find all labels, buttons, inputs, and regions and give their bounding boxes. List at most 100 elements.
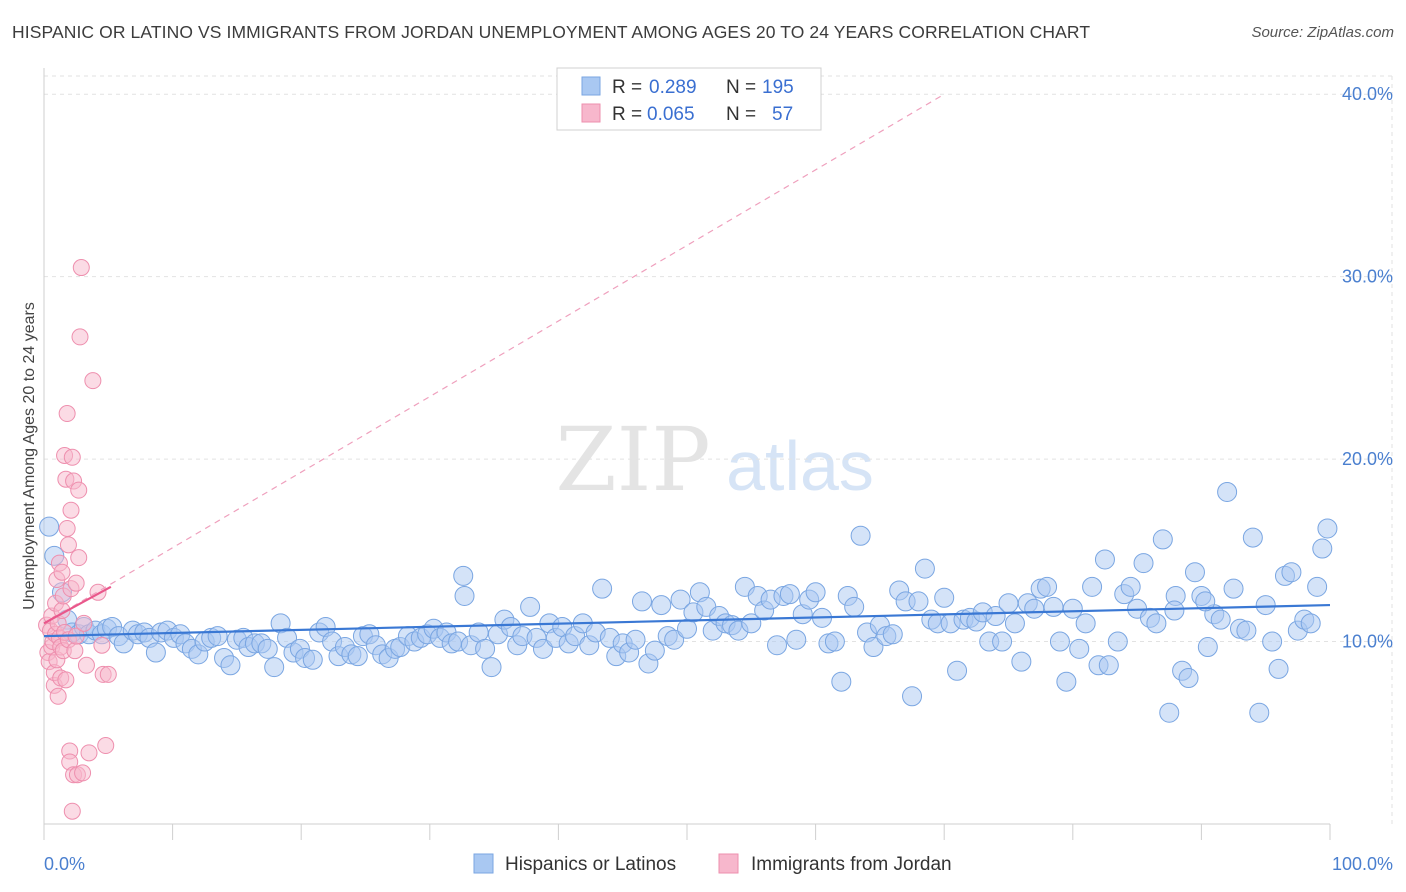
point-hispanic-142: [934, 587, 955, 608]
point-hispanic-28: [207, 626, 228, 647]
point-hispanic-119: [786, 629, 807, 650]
point-hispanic-161: [1056, 671, 1077, 692]
series-legend: Hispanics or Latinos Immigrants from Jor…: [473, 853, 952, 875]
point-jordan-33: [62, 501, 80, 519]
point-jordan-54: [97, 737, 115, 755]
point-hispanic-183: [1197, 637, 1218, 658]
point-hispanic-199: [1300, 613, 1321, 634]
legend-r-value-2: 0.065: [647, 104, 695, 125]
point-hispanic-80: [532, 638, 553, 659]
point-hispanic-204: [1164, 600, 1185, 621]
point-hispanic-134: [882, 624, 903, 645]
point-hispanic-158: [1037, 576, 1058, 597]
bottom-legend-label-jordan: Immigrants from Jordan: [751, 854, 952, 875]
trend-hispanic: [43, 603, 1331, 638]
data-points: [38, 259, 1338, 820]
point-hispanic-97: [644, 640, 665, 661]
point-hispanic-189: [1236, 620, 1257, 641]
x-tick-label-max: 100.0%: [1332, 854, 1393, 874]
legend-n-label-2: N =: [726, 104, 756, 125]
axes: [43, 68, 1331, 840]
x-tick-labels: 0.0% 100.0%: [44, 854, 1393, 874]
point-hispanic-192: [1255, 595, 1276, 616]
point-hispanic-152: [998, 593, 1019, 614]
point-hispanic-95: [631, 591, 652, 612]
point-hispanic-89: [592, 578, 613, 599]
y-tick-label-1: 20.0%: [1342, 449, 1393, 469]
point-hispanic-138: [908, 591, 929, 612]
point-jordan-48: [77, 656, 95, 674]
point-hispanic-98: [651, 595, 672, 616]
point-hispanic-37: [264, 657, 285, 678]
y-tick-label-3: 40.0%: [1342, 84, 1393, 104]
point-hispanic-129: [850, 525, 871, 546]
point-hispanic-153: [1004, 613, 1025, 634]
point-jordan-35: [63, 448, 81, 466]
point-hispanic-173: [1133, 553, 1154, 574]
point-hispanic-177: [1159, 702, 1180, 723]
point-hispanic-126: [831, 671, 852, 692]
legend-n-label-1: N =: [726, 77, 756, 98]
chart-title: HISPANIC OR LATINO VS IMMIGRANTS FROM JO…: [12, 22, 1091, 42]
point-hispanic-168: [1098, 655, 1119, 676]
point-jordan-42: [70, 549, 88, 567]
point-hispanic-163: [1069, 638, 1090, 659]
point-hispanic-116: [767, 635, 788, 656]
point-hispanic-137: [902, 686, 923, 707]
point-jordan-39: [67, 574, 85, 592]
source-label: Source: ZipAtlas.com: [1251, 24, 1394, 41]
point-jordan-43: [70, 481, 88, 499]
point-jordan-50: [84, 372, 102, 390]
point-hispanic-71: [475, 638, 496, 659]
point-hispanic-185: [1210, 609, 1231, 630]
point-jordan-46: [74, 764, 92, 782]
point-hispanic-196: [1281, 562, 1302, 583]
y-tick-label-2: 30.0%: [1342, 267, 1393, 287]
point-hispanic-193: [1262, 631, 1283, 652]
point-hispanic-194: [1268, 658, 1289, 679]
point-hispanic-50: [347, 646, 368, 667]
y-tick-label-0: 10.0%: [1342, 632, 1393, 652]
point-hispanic-125: [824, 631, 845, 652]
point-hispanic-175: [1146, 613, 1167, 634]
point-hispanic-78: [520, 596, 541, 617]
point-hispanic-139: [914, 558, 935, 579]
point-jordan-49: [80, 744, 98, 762]
point-hispanic-67: [453, 565, 474, 586]
point-hispanic-165: [1082, 576, 1103, 597]
point-jordan-44: [71, 328, 89, 346]
point-jordan-26: [57, 671, 75, 689]
point-jordan-14: [49, 687, 67, 705]
gridlines: [44, 75, 1393, 824]
y-tick-labels: 10.0% 20.0% 30.0% 40.0%: [1342, 84, 1393, 651]
point-jordan-38: [66, 642, 84, 660]
point-hispanic-202: [1317, 518, 1338, 539]
point-jordan-45: [72, 259, 90, 277]
point-hispanic-186: [1217, 481, 1238, 502]
point-jordan-56: [63, 802, 81, 820]
point-hispanic-154: [1011, 651, 1032, 672]
point-hispanic-201: [1312, 538, 1333, 559]
trend-lines: [43, 93, 1331, 638]
point-hispanic-203: [1195, 591, 1216, 612]
legend-n-value-2: 57: [772, 104, 793, 125]
point-hispanic-18: [145, 642, 166, 663]
point-jordan-29: [59, 536, 77, 554]
point-jordan-55: [99, 665, 117, 683]
legend-swatch-jordan: [581, 103, 601, 123]
point-jordan-28: [58, 519, 76, 537]
point-jordan-47: [75, 614, 93, 632]
bottom-legend-label-hispanic: Hispanics or Latinos: [505, 854, 676, 875]
point-hispanic-171: [1120, 576, 1141, 597]
point-hispanic-180: [1178, 668, 1199, 689]
x-tick-label-min: 0.0%: [44, 854, 85, 874]
point-hispanic-36: [257, 638, 278, 659]
bottom-legend-swatch-jordan: [718, 853, 739, 874]
stats-legend: R = 0.289 N = 195 R = 0.065 N = 57: [556, 67, 822, 131]
bottom-legend-swatch-hispanic: [473, 853, 494, 874]
trend-jordan-dashed: [43, 93, 945, 624]
point-hispanic-128: [844, 596, 865, 617]
point-hispanic-122: [805, 582, 826, 603]
legend-n-value-1: 195: [762, 77, 794, 98]
